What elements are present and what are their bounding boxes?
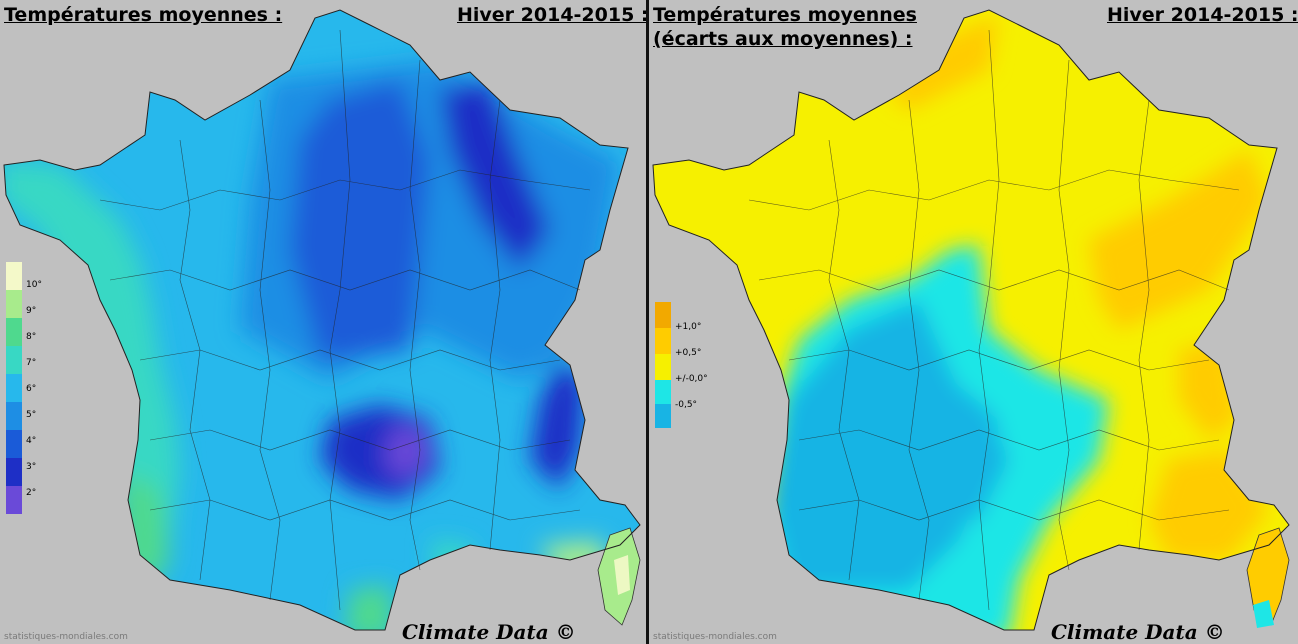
- legend-label: 2°: [26, 488, 37, 498]
- department-boundaries: [748, 29, 1240, 611]
- legend-label: +0,5°: [675, 348, 702, 358]
- site-watermark: statistiques-mondiales.com: [653, 632, 777, 642]
- legend-swatch-7: [6, 346, 22, 374]
- department-boundaries: [99, 29, 591, 611]
- legend-swatch-8: [6, 318, 22, 346]
- legend-swatch-3: [6, 458, 22, 486]
- map-title: Températures moyennes: [653, 4, 917, 26]
- map-panel-anomaly: Températures moyennes (écarts aux moyenn…: [649, 0, 1298, 644]
- legend-label: 8°: [26, 332, 37, 342]
- anomaly-field: [653, 10, 1289, 630]
- map-panel-absolute: Températures moyennes : Hiver 2014-2015 …: [0, 0, 646, 644]
- site-watermark: statistiques-mondiales.com: [4, 632, 128, 642]
- legend-swatch-plus1: [655, 302, 671, 328]
- legend-label: 10°: [26, 280, 42, 290]
- temperature-field: [4, 10, 640, 630]
- legend-swatch-5: [6, 402, 22, 430]
- coastline: [652, 9, 1290, 631]
- legend-label: -0,5°: [675, 400, 698, 410]
- legend-swatch-zero: [655, 354, 671, 380]
- legend-label: 3°: [26, 462, 37, 472]
- legend-swatch-9: [6, 290, 22, 318]
- map-subtitle: (écarts aux moyennes) :: [653, 28, 913, 50]
- legend-label: 6°: [26, 384, 37, 394]
- legend-swatch-plus05: [655, 328, 671, 354]
- panel-divider: [646, 0, 649, 644]
- france-temperature-map: [3, 9, 641, 631]
- legend-swatch-minus05: [655, 380, 671, 404]
- credit-label: Climate Data ©: [1051, 620, 1225, 644]
- corsica-shape: [597, 527, 641, 626]
- legend-label: 9°: [26, 306, 37, 316]
- legend-swatch-10: [6, 262, 22, 290]
- anomaly-legend: +1,0° +0,5° +/-0,0° -0,5°: [655, 302, 725, 430]
- legend-swatch-2: [6, 486, 22, 514]
- legend-label: 5°: [26, 410, 37, 420]
- legend-swatch-6: [6, 374, 22, 402]
- legend-label: 4°: [26, 436, 37, 446]
- legend-label: 7°: [26, 358, 37, 368]
- season-label: Hiver 2014-2015 :: [1107, 4, 1298, 26]
- map-title: Températures moyennes :: [4, 4, 283, 26]
- season-label: Hiver 2014-2015 :: [457, 4, 646, 26]
- legend-label: +/-0,0°: [675, 374, 708, 384]
- corsica-shape: [1246, 527, 1290, 628]
- legend-label: +1,0°: [675, 322, 702, 332]
- temperature-legend: 10° 9° 8° 7° 6° 5° 4° 3° 2°: [6, 262, 66, 516]
- legend-swatch-4: [6, 430, 22, 458]
- coastline: [3, 9, 641, 631]
- credit-label: Climate Data ©: [402, 620, 576, 644]
- legend-swatch-minus1: [655, 404, 671, 428]
- france-anomaly-map: [652, 9, 1290, 631]
